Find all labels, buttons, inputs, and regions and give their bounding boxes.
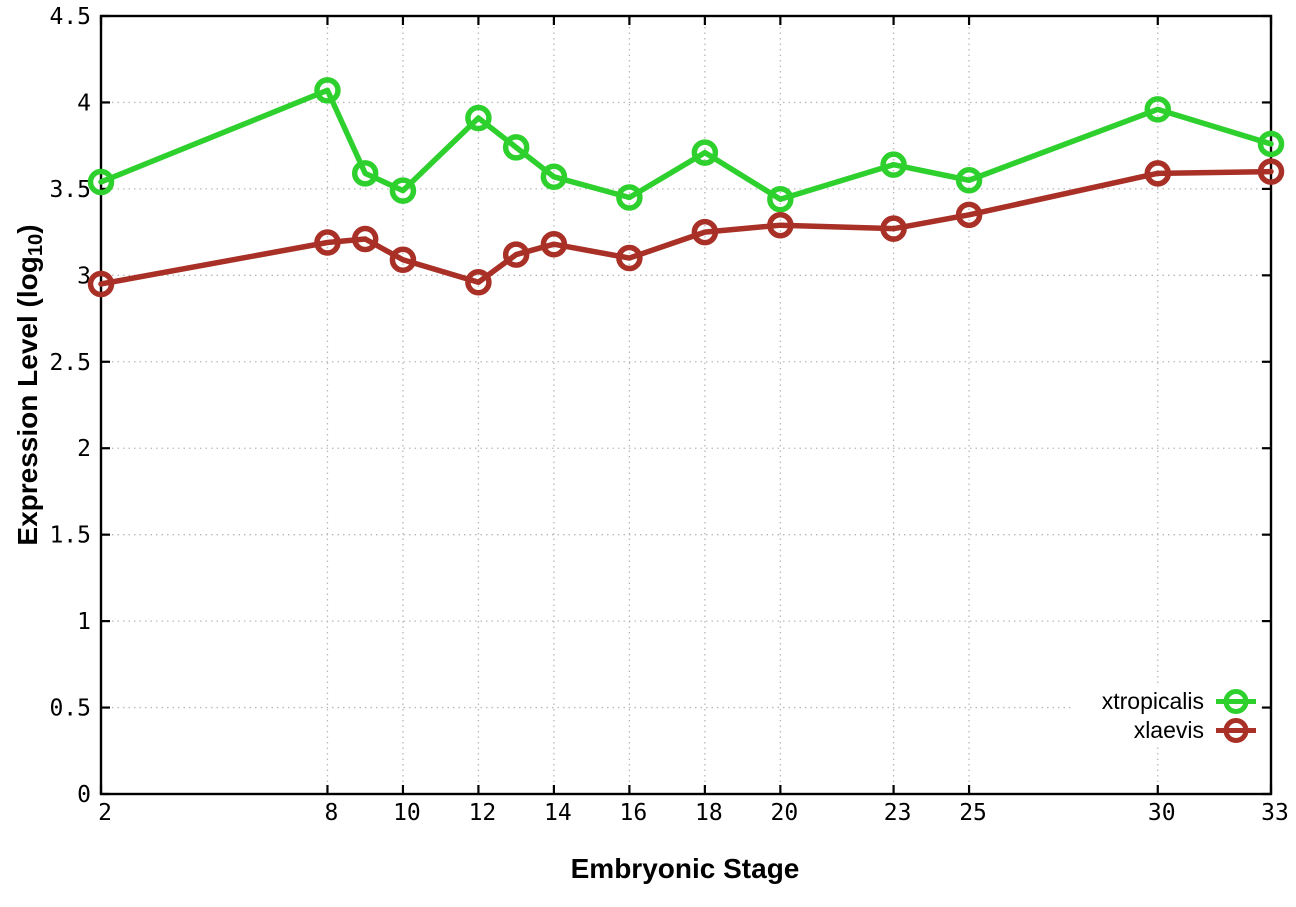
data-point-xtropicalis [314, 77, 341, 104]
data-point-xlaevis [955, 201, 983, 229]
y-tick-label: 2 [77, 436, 91, 462]
y-tick-label: 1.5 [49, 523, 91, 549]
x-tick-label: 18 [695, 800, 723, 826]
y-tick-label: 4 [77, 90, 91, 116]
y-tick-label: 3.5 [49, 177, 91, 203]
x-tick-label: 8 [325, 800, 339, 826]
data-point-xtropicalis [691, 139, 719, 166]
y-tick-label: 0.5 [49, 696, 91, 722]
y-axis-title-subscript: 10 [25, 233, 48, 257]
x-tick-label: 20 [771, 800, 799, 826]
legend-marker-xlaevis-icon [1216, 718, 1256, 743]
data-point-xlaevis [880, 215, 907, 242]
data-point-xtropicalis [389, 177, 417, 204]
y-tick-label: 2.5 [49, 350, 91, 376]
y-tick-label: 1 [77, 609, 91, 635]
data-point-xlaevis [351, 225, 379, 253]
y-tick-label: 0 [77, 782, 91, 808]
data-point-xlaevis [767, 211, 794, 239]
y-tick-label: 4.5 [49, 4, 91, 30]
x-tick-label: 12 [469, 800, 497, 826]
data-point-xlaevis [465, 268, 492, 296]
data-point-xlaevis [502, 241, 530, 268]
legend-label-xtropicalis: xtropicalis [1101, 688, 1204, 714]
data-point-xtropicalis [1144, 96, 1172, 123]
data-point-xlaevis [87, 270, 115, 298]
data-point-xtropicalis [767, 186, 794, 213]
data-point-xlaevis [616, 244, 643, 272]
x-tick-label: 30 [1148, 800, 1176, 826]
data-point-xtropicalis [465, 104, 492, 132]
legend: xtropicalis xlaevis [1102, 687, 1256, 745]
data-point-xtropicalis [540, 163, 568, 191]
data-point-xtropicalis [351, 160, 379, 187]
data-point-xlaevis [540, 230, 568, 258]
y-axis-title-close: ) [11, 224, 43, 234]
data-point-xtropicalis [880, 151, 907, 178]
x-axis-title: Embryonic Stage [570, 853, 800, 884]
data-point-xtropicalis [502, 134, 530, 161]
series-line-xlaevis [98, 168, 1274, 287]
series-line-xtropicalis [98, 87, 1274, 203]
x-tick-label: 16 [620, 800, 648, 826]
y-axis-title-text: Expression Level (log [11, 256, 43, 546]
data-point-xtropicalis [955, 166, 983, 194]
data-point-xlaevis [691, 218, 719, 246]
y-axis-title: Expression Level (log10) [12, 224, 48, 545]
data-point-xtropicalis [87, 168, 115, 196]
x-tick-label: 2 [98, 800, 112, 826]
legend-entry-xlaevis: xlaevis [1134, 716, 1256, 745]
data-point-xtropicalis [616, 184, 643, 211]
legend-marker-xtropicalis-icon [1216, 689, 1256, 714]
data-point-xlaevis [1257, 158, 1285, 185]
data-point-xlaevis [389, 246, 417, 274]
x-tick-label: 10 [393, 800, 421, 826]
data-point-xlaevis [1144, 160, 1172, 187]
legend-label-xlaevis: xlaevis [1133, 717, 1204, 743]
data-point-xlaevis [314, 229, 341, 256]
x-tick-label: 25 [959, 800, 987, 826]
legend-entry-xtropicalis: xtropicalis [1102, 687, 1256, 716]
y-tick-label: 3 [77, 263, 91, 289]
data-point-xtropicalis [1257, 130, 1285, 158]
plot-border [99, 14, 1273, 796]
x-tick-label: 33 [1261, 800, 1289, 826]
x-tick-label: 23 [884, 800, 912, 826]
x-tick-label: 14 [544, 800, 572, 826]
